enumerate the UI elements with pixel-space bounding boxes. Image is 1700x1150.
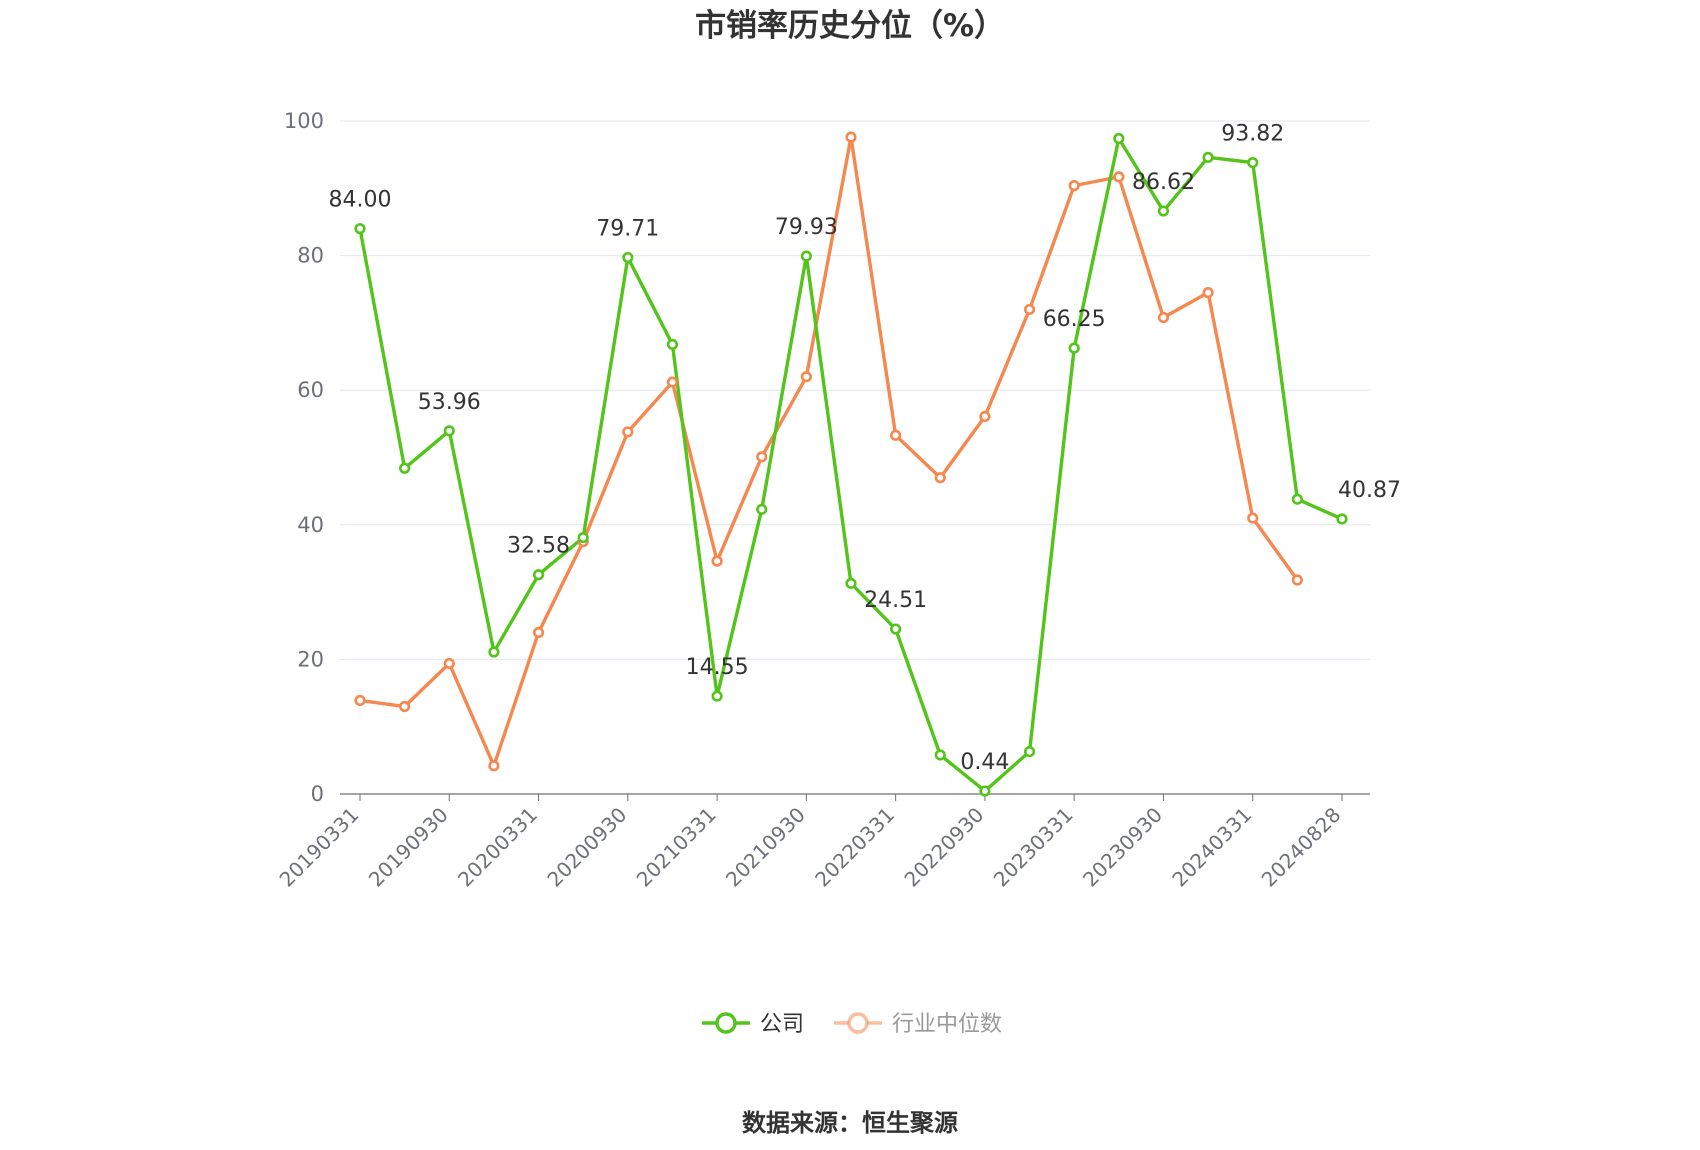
company-data-point [1336, 513, 1348, 525]
x-axis: 20190331 20190930 20200331 20200930 20210331… [275, 793, 1370, 892]
company-data-point [622, 251, 634, 264]
series-points [354, 131, 1348, 797]
y-tick-label: 0 [311, 782, 324, 806]
x-tick-label: 20200930 [542, 803, 631, 892]
x-tick-label: 20240331 [1167, 803, 1256, 892]
industry-data-point [666, 376, 679, 388]
x-tick-label: 20190930 [364, 803, 453, 892]
company-data-point [1068, 342, 1080, 354]
data-source: 数据来源：恒生聚源 [742, 1109, 958, 1137]
company-data-point [577, 531, 589, 544]
data-label: 86.62 [1132, 170, 1195, 195]
company-data-point [532, 569, 545, 581]
x-tick-label: 20210930 [721, 803, 810, 892]
industry-data-point [1157, 311, 1170, 324]
data-labels: 84.00 53.96 32.58 79.71 14.55 79.93 24.51 0.44 6… [329, 122, 1401, 775]
data-label: 66.25 [1043, 307, 1106, 332]
company-data-point [1023, 746, 1036, 758]
company-data-point [845, 577, 857, 589]
company-data-point [1247, 156, 1259, 169]
legend-label: 公司 [760, 1012, 804, 1037]
company-data-point [443, 425, 455, 437]
industry-data-point [622, 426, 634, 438]
y-tick-label: 80 [297, 244, 324, 268]
data-label: 40.87 [1338, 478, 1401, 503]
x-tick-label: 20190331 [275, 803, 364, 892]
data-label: 14.55 [686, 655, 749, 680]
company-data-point [1113, 132, 1125, 145]
company-data-point [934, 749, 946, 761]
legend-circle-marker [847, 1012, 869, 1034]
y-tick-label: 40 [297, 513, 324, 537]
industry-series-line [359, 135, 1299, 768]
industry-data-point [1023, 303, 1036, 316]
x-tick-label: 20230331 [989, 803, 1078, 892]
industry-data-point [1113, 171, 1125, 183]
data-label: 79.93 [775, 215, 838, 240]
industry-data-point [711, 555, 723, 567]
industry-data-point [756, 451, 768, 463]
data-label: 79.71 [596, 217, 659, 242]
y-tick-label: 60 [297, 378, 324, 402]
industry-data-point [845, 131, 857, 143]
y-tick-label: 100 [284, 109, 324, 133]
data-label: 24.51 [864, 588, 927, 613]
company-data-point [979, 785, 991, 797]
industry-data-point [354, 694, 366, 707]
data-label: 84.00 [329, 188, 392, 213]
data-label: 32.58 [507, 534, 570, 559]
industry-data-point [399, 700, 411, 713]
company-data-point [756, 503, 768, 515]
data-label: 0.44 [960, 750, 1009, 775]
company-series-line [358, 136, 1343, 793]
industry-data-point [1068, 180, 1080, 192]
industry-data-point [890, 429, 902, 441]
company-data-point [1157, 205, 1170, 217]
grid-lines [340, 120, 1370, 660]
industry-data-point [934, 472, 946, 484]
company-data-point [711, 690, 723, 702]
x-tick-label: 20210331 [632, 803, 721, 892]
industry-data-point [532, 626, 545, 639]
industry-data-point [443, 657, 455, 670]
chart-title: 市销率历史分位（%） [695, 8, 1005, 44]
industry-data-point [979, 410, 991, 423]
legend-industry[interactable]: 行业中位数 [834, 1012, 1002, 1037]
company-data-point [488, 646, 500, 658]
x-tick-label: 20200331 [453, 803, 542, 892]
industry-data-point [1291, 574, 1303, 586]
company-data-point [1202, 151, 1214, 163]
company-data-point [890, 623, 902, 635]
x-tick-label: 20220331 [810, 803, 899, 892]
series-lines [358, 135, 1343, 793]
y-axis-ticks: 0 20 40 60 80 100 [284, 109, 324, 806]
company-data-point [666, 338, 679, 351]
company-data-point [1291, 493, 1303, 505]
company-data-point [800, 250, 812, 262]
company-data-point [354, 223, 366, 235]
legend-circle-marker [715, 1012, 737, 1034]
data-label: 53.96 [418, 390, 481, 415]
x-tick-label: 20240828 [1257, 803, 1346, 892]
data-label: 93.82 [1221, 122, 1284, 147]
legend-company[interactable]: 公司 [702, 1012, 804, 1037]
x-tick-label: 20220930 [899, 803, 988, 892]
x-tick-label: 20230930 [1078, 803, 1167, 892]
industry-data-point [1202, 287, 1214, 299]
y-tick-label: 20 [297, 647, 324, 671]
industry-data-point [488, 760, 500, 772]
legend[interactable]: 公司 行业中位数 [702, 1012, 1002, 1037]
legend-label: 行业中位数 [892, 1012, 1002, 1037]
company-data-point [399, 462, 411, 474]
industry-data-point [800, 371, 812, 383]
industry-data-point [1247, 512, 1259, 524]
